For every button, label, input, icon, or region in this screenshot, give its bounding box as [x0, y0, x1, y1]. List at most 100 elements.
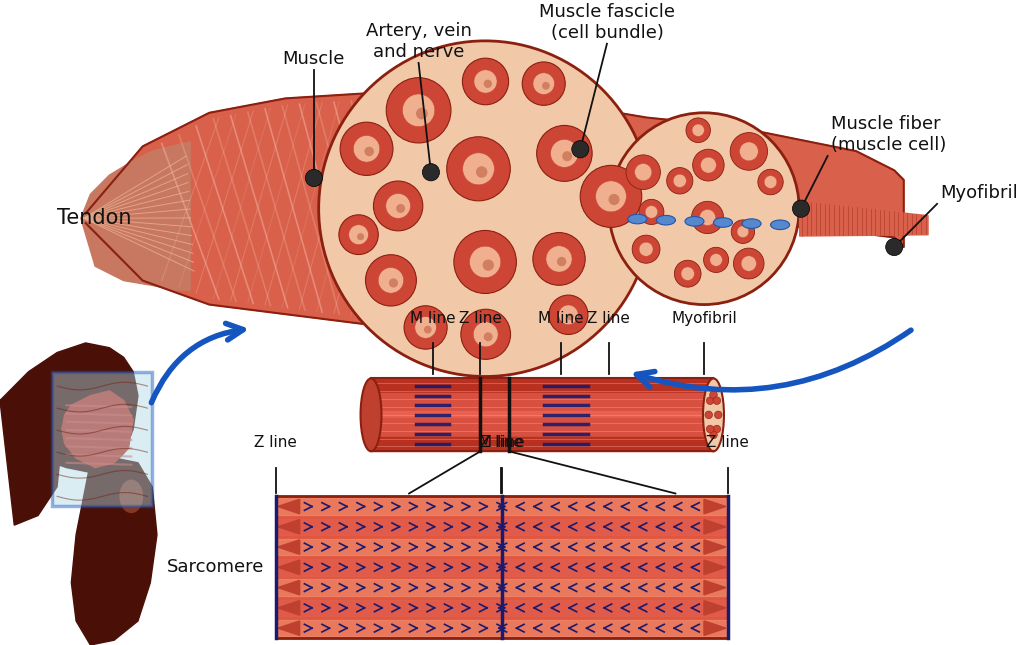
- Circle shape: [596, 181, 627, 212]
- Circle shape: [305, 170, 323, 186]
- Ellipse shape: [628, 214, 647, 224]
- Circle shape: [730, 133, 768, 170]
- Circle shape: [386, 194, 411, 219]
- Circle shape: [542, 82, 550, 90]
- Circle shape: [731, 220, 755, 243]
- Polygon shape: [278, 560, 300, 575]
- Circle shape: [692, 149, 724, 181]
- Circle shape: [463, 58, 509, 104]
- Circle shape: [700, 157, 716, 173]
- Ellipse shape: [685, 217, 703, 226]
- Circle shape: [378, 268, 403, 293]
- Circle shape: [461, 309, 511, 359]
- Text: Z line: Z line: [707, 435, 750, 450]
- Circle shape: [374, 181, 423, 231]
- Circle shape: [675, 260, 701, 287]
- Circle shape: [571, 141, 589, 158]
- Text: Z line: Z line: [588, 311, 631, 326]
- Circle shape: [482, 259, 494, 271]
- Ellipse shape: [771, 220, 790, 230]
- Circle shape: [567, 313, 573, 321]
- Text: Tendon: Tendon: [57, 208, 131, 228]
- Circle shape: [609, 113, 799, 304]
- Polygon shape: [72, 458, 157, 645]
- Text: Muscle fascicle
(cell bundle): Muscle fascicle (cell bundle): [539, 3, 675, 42]
- Circle shape: [483, 79, 492, 88]
- Circle shape: [557, 257, 566, 266]
- Circle shape: [741, 256, 757, 272]
- Polygon shape: [278, 621, 300, 635]
- Text: Myofibril: Myofibril: [671, 311, 737, 326]
- Polygon shape: [703, 580, 726, 595]
- FancyBboxPatch shape: [52, 372, 153, 506]
- Text: Z line: Z line: [480, 435, 523, 450]
- Circle shape: [551, 139, 579, 167]
- Circle shape: [424, 326, 432, 333]
- Circle shape: [645, 206, 657, 218]
- Circle shape: [422, 164, 439, 181]
- Circle shape: [353, 135, 380, 162]
- Text: Z line: Z line: [459, 311, 502, 326]
- Polygon shape: [278, 540, 300, 554]
- Circle shape: [710, 431, 717, 439]
- Circle shape: [463, 153, 495, 185]
- Text: Muscle fiber
(muscle cell): Muscle fiber (muscle cell): [830, 115, 946, 154]
- Circle shape: [357, 233, 365, 240]
- Circle shape: [737, 226, 749, 237]
- Text: M line: M line: [478, 435, 524, 450]
- Circle shape: [713, 425, 721, 433]
- Polygon shape: [0, 381, 61, 525]
- Circle shape: [473, 322, 498, 347]
- Circle shape: [758, 169, 783, 195]
- Circle shape: [710, 391, 717, 399]
- Polygon shape: [703, 499, 726, 514]
- Circle shape: [703, 247, 729, 272]
- Circle shape: [340, 122, 393, 175]
- Circle shape: [349, 224, 369, 244]
- Circle shape: [739, 142, 758, 161]
- Text: Muscle: Muscle: [283, 50, 345, 68]
- Circle shape: [710, 253, 722, 266]
- Text: Myofibril: Myofibril: [940, 184, 1018, 202]
- Polygon shape: [0, 343, 138, 472]
- Circle shape: [639, 242, 653, 256]
- Circle shape: [562, 151, 572, 161]
- Polygon shape: [703, 621, 726, 635]
- Circle shape: [366, 255, 417, 306]
- Circle shape: [474, 70, 497, 93]
- Polygon shape: [703, 560, 726, 575]
- Circle shape: [632, 235, 660, 263]
- Circle shape: [699, 210, 716, 226]
- Circle shape: [707, 397, 714, 404]
- Circle shape: [389, 278, 398, 288]
- Circle shape: [886, 239, 903, 255]
- Circle shape: [416, 108, 428, 119]
- Polygon shape: [278, 600, 300, 615]
- Circle shape: [365, 146, 374, 156]
- Circle shape: [626, 155, 660, 190]
- Circle shape: [764, 175, 777, 188]
- Circle shape: [532, 233, 585, 285]
- Text: M line: M line: [410, 311, 456, 326]
- Circle shape: [705, 411, 713, 419]
- Text: M line: M line: [539, 311, 584, 326]
- Circle shape: [673, 174, 686, 188]
- Circle shape: [483, 332, 493, 341]
- Polygon shape: [81, 141, 190, 290]
- Circle shape: [581, 165, 642, 228]
- Ellipse shape: [742, 219, 761, 228]
- Circle shape: [715, 411, 722, 419]
- Polygon shape: [703, 519, 726, 534]
- Ellipse shape: [714, 218, 732, 227]
- Polygon shape: [278, 499, 300, 514]
- Circle shape: [635, 164, 652, 181]
- Circle shape: [476, 166, 487, 178]
- Circle shape: [546, 246, 572, 272]
- Circle shape: [415, 317, 436, 339]
- Circle shape: [454, 230, 516, 293]
- Circle shape: [396, 204, 406, 213]
- Ellipse shape: [120, 480, 143, 513]
- Circle shape: [707, 425, 714, 433]
- Polygon shape: [278, 519, 300, 534]
- Circle shape: [559, 305, 579, 324]
